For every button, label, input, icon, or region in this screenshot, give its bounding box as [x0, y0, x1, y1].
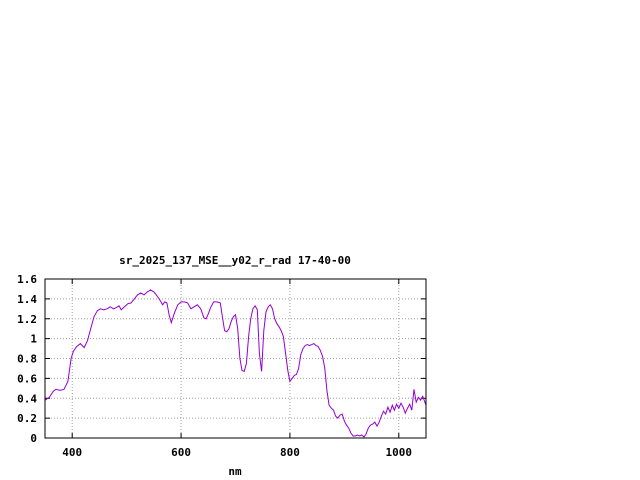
y-tick-label: 1 [30, 333, 37, 346]
y-tick-label: 0 [30, 432, 37, 445]
x-tick-label: 600 [171, 446, 191, 459]
y-tick-label: 1.6 [17, 273, 37, 286]
x-tick-labels: 400 600 800 1000 [62, 446, 412, 459]
y-tick-label: 1.2 [17, 313, 37, 326]
y-tick-label: 1.4 [17, 293, 37, 306]
y-tick-label: 0.8 [17, 353, 37, 366]
y-tick-label: 0.4 [17, 392, 37, 405]
y-tick-labels: 0 0.2 0.4 0.6 0.8 1 1.2 1.4 1.6 [17, 273, 37, 445]
x-tick-label: 1000 [386, 446, 413, 459]
y-tick-label: 0.2 [17, 412, 37, 425]
y-tick-label: 0.6 [17, 372, 37, 385]
x-tick-label: 800 [280, 446, 300, 459]
series-line [44, 289, 427, 438]
x-tick-label: 400 [62, 446, 82, 459]
chart-title: sr_2025_137_MSE__y02_r_rad 17-40-00 [119, 254, 351, 267]
x-axis-label: nm [228, 465, 242, 478]
plot-frame [44, 278, 427, 439]
grid-lines [45, 279, 426, 438]
